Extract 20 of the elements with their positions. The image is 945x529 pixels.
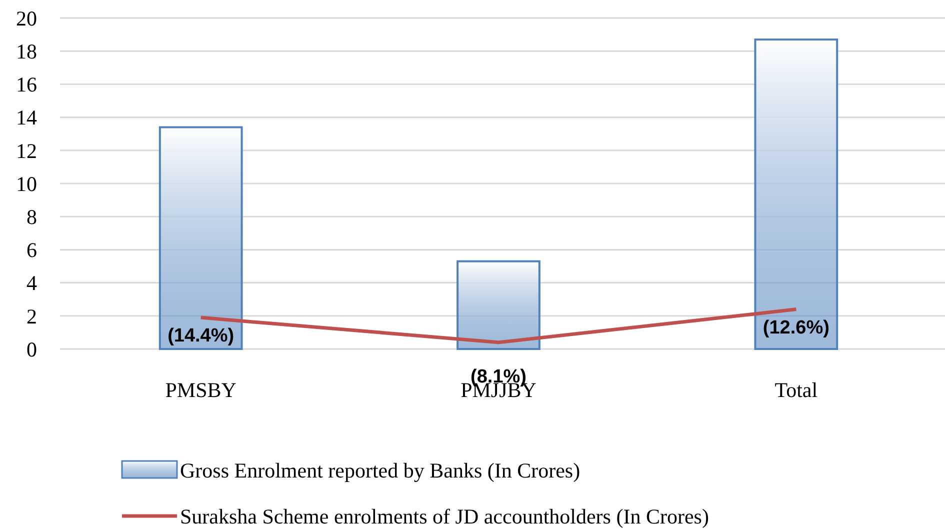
y-tick-label: 2 (26, 304, 37, 328)
y-tick-label: 14 (16, 106, 38, 130)
y-tick-label: 4 (26, 271, 38, 296)
y-tick-label: 18 (16, 39, 37, 64)
legend-label: Gross Enrolment reported by Banks (In Crores) (180, 458, 580, 482)
y-tick-label: 12 (16, 138, 37, 163)
bar (158, 126, 243, 350)
bar (456, 260, 540, 350)
bar (754, 38, 838, 350)
y-tick-label: 16 (16, 72, 37, 97)
legend-label: Suraksha Scheme enrolments of JD accountholders (In Crores) (180, 504, 709, 528)
y-tick-label: 8 (26, 204, 37, 229)
y-tick-label: 10 (16, 172, 37, 196)
y-tick-label: 0 (26, 337, 37, 362)
annotation: (12.6%) (762, 317, 830, 338)
y-tick-label: 20 (16, 6, 37, 30)
annotation: (14.4%) (168, 326, 234, 347)
x-tick-label: Total (774, 378, 818, 402)
x-tick-label: PMSBY (165, 378, 236, 402)
y-tick-label: 6 (26, 238, 37, 262)
